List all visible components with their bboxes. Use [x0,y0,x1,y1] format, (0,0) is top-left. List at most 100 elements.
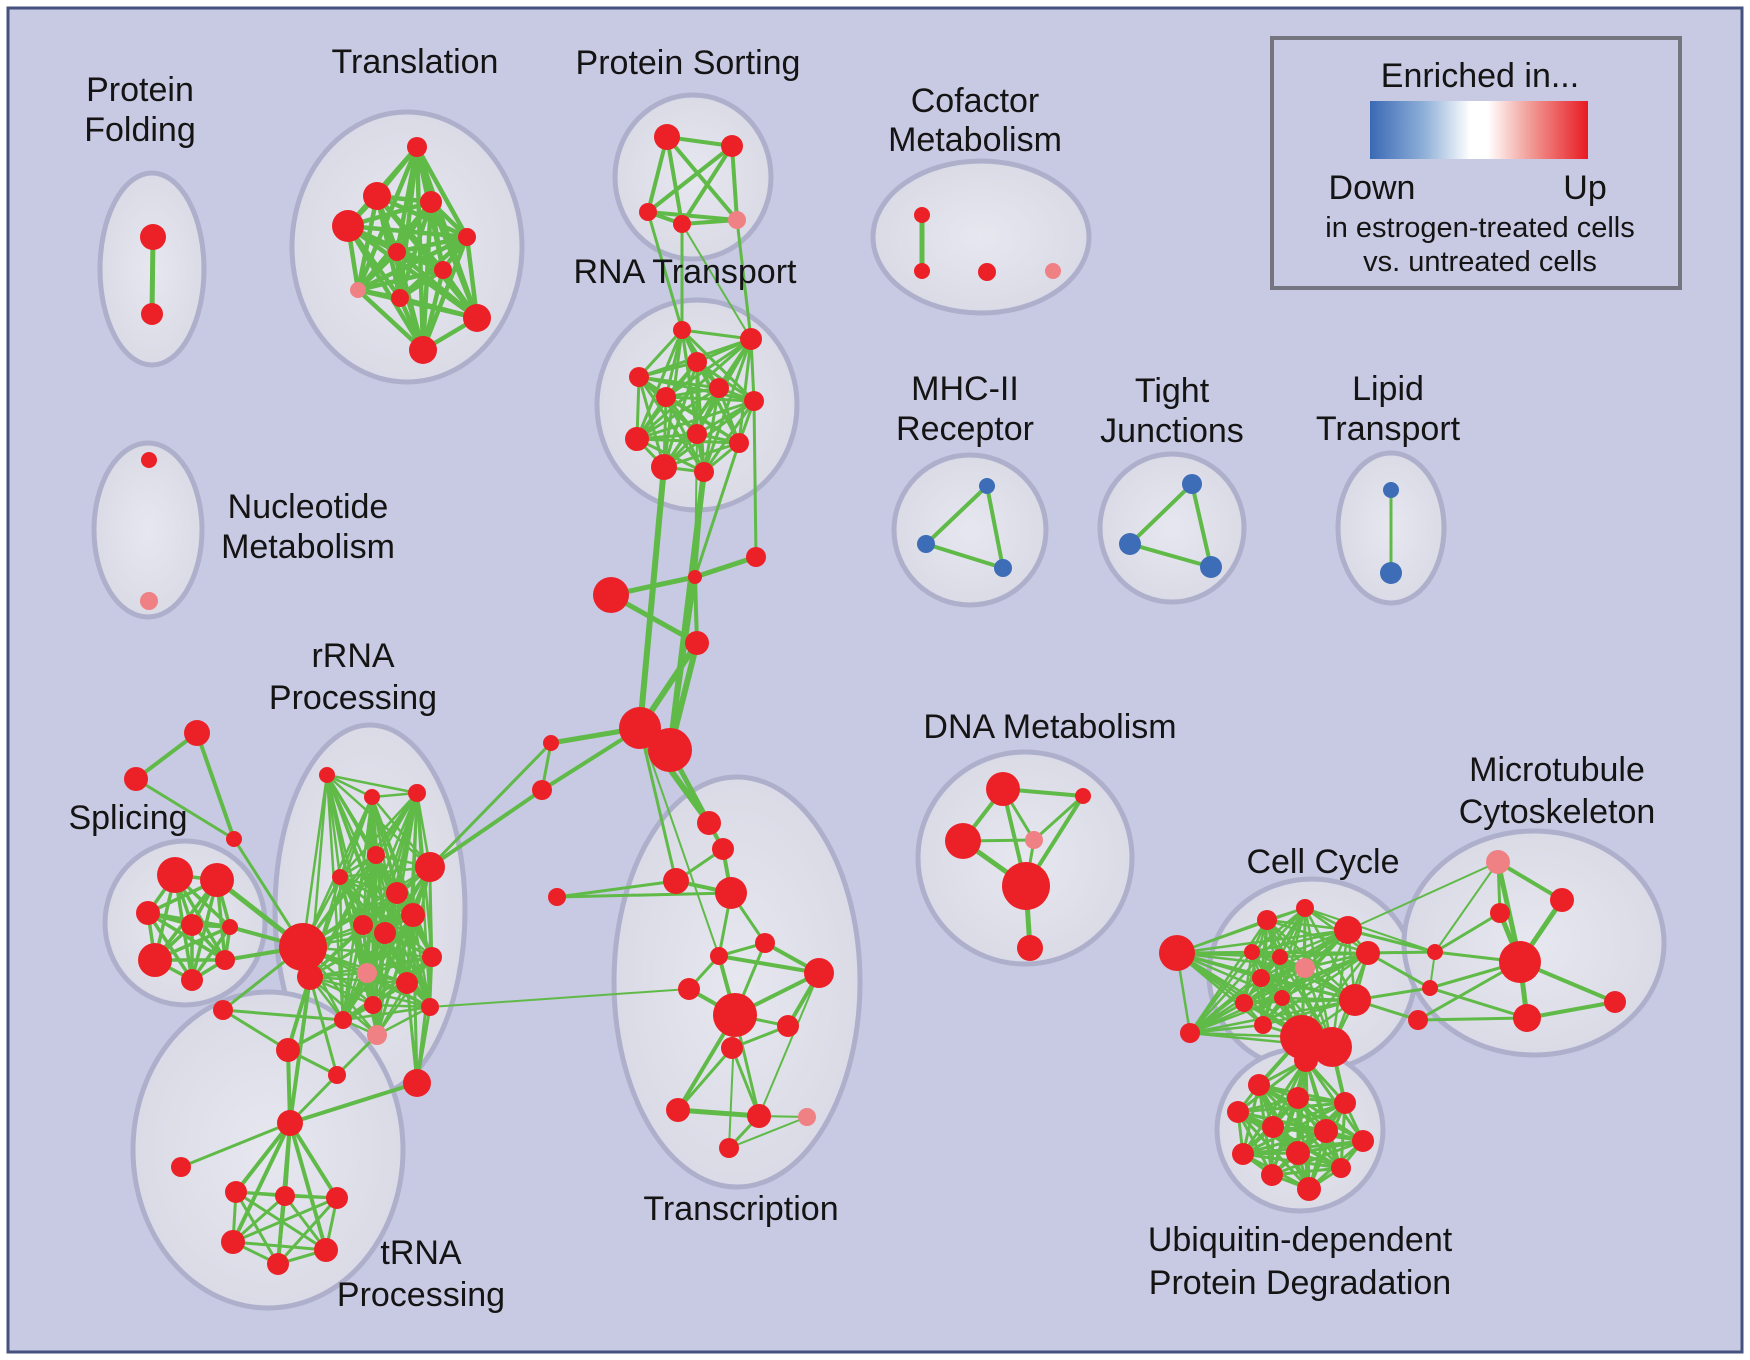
gene-set-node [619,707,661,749]
gene-set-node [458,228,476,246]
gene-set-node [350,282,366,298]
gene-set-node [719,1138,739,1158]
network-edge [1434,861,1499,953]
network-edge [342,955,433,1022]
gene-set-node [1159,935,1195,971]
network-edge [1434,911,1501,954]
network-edge [680,328,756,403]
network-edge [288,1121,339,1200]
network-edge [1129,542,1212,569]
gene-set-node [408,784,426,802]
gene-set-node [1261,1164,1283,1186]
network-edge [638,727,678,882]
network-edge [924,484,989,546]
gene-set-node [314,1238,338,1262]
network-edge [346,224,425,352]
gene-set-node [688,570,702,584]
network-edge [232,1240,327,1252]
network-edge [366,955,433,975]
network-edge [639,727,720,957]
gene-set-node [1408,1010,1428,1030]
network-edge [1526,1000,1616,1020]
gene-set-node [334,1011,352,1029]
gene-set-node [744,391,764,411]
gene-set-node [276,1038,300,1062]
network-edge [1128,482,1194,546]
gene-set-node [1314,1119,1338,1143]
network-edge [663,441,740,469]
legend-box [1270,36,1682,290]
gene-set-node [914,263,930,279]
network-edge [1242,1129,1327,1156]
network-edge [665,337,752,399]
gene-set-node [213,1000,233,1020]
network-edge [702,338,753,473]
gene-set-node [729,433,749,453]
gene-set-node [986,772,1020,806]
gene-set-node [1227,1101,1249,1123]
network-edge [646,211,684,331]
network-edge [428,201,480,319]
network-edge [1237,1058,1307,1114]
network-edge [222,1008,344,1022]
gene-set-node [978,263,996,281]
gene-set-node [279,923,327,971]
gene-set-node [222,919,238,935]
network-edge [309,975,408,985]
gene-set-node [140,592,158,610]
network-edge [366,971,431,1009]
network-edge [415,145,469,239]
network-edge [1304,1059,1311,1190]
cluster-label-lipid_transport: Transport [1316,410,1461,448]
gene-set-node [367,846,385,864]
gene-set-node [697,811,721,835]
gene-set-node [1257,910,1277,930]
network-edge [195,732,236,840]
gene-set-node [710,947,728,965]
cluster-label-trna_processing: tRNA [380,1234,462,1272]
network-edge [752,400,758,558]
network-edge [665,395,740,445]
cluster-ellipse-dna_metabolism [915,749,1135,967]
gene-set-node [181,969,203,991]
network-edge [1417,1016,1528,1022]
gene-set-node [651,454,677,480]
network-edge [680,144,734,226]
gene-set-node [297,964,323,990]
gene-set-node [1294,1048,1318,1072]
gene-set-node [1232,1143,1254,1165]
network-edge [1271,1139,1364,1177]
network-edge [730,145,739,221]
network-edges [134,135,1616,1266]
gene-set-node [548,888,566,906]
gene-set-node [1286,1141,1310,1165]
gene-set-node [319,767,335,783]
network-edge [429,988,690,1008]
gene-set-node [994,559,1012,577]
gene-set-node [184,720,210,746]
cluster-label-transcription: Transcription [643,1190,838,1228]
gene-set-node [1235,994,1253,1012]
gene-set-node [713,993,757,1037]
network-edge [428,788,544,869]
gene-set-node [463,304,491,332]
gene-set-node [1499,941,1541,983]
network-edge [556,879,677,899]
network-edge [338,876,345,1021]
network-edge [190,879,219,981]
gene-set-node [1002,862,1050,910]
network-edge [681,223,752,340]
gene-set-node [200,863,234,897]
cluster-label-rna_transport: RNA Transport [574,253,798,291]
gene-set-node [1200,556,1222,578]
gene-set-node [798,1108,816,1126]
network-edge [718,954,820,975]
legend-down-label: Down [1329,169,1416,207]
gene-set-node [364,996,382,1014]
gene-set-node [226,831,242,847]
network-edge [355,195,380,291]
cluster-label-microtubule: Cytoskeleton [1459,793,1656,831]
cluster-label-mhc_receptor: MHC-II [911,370,1019,408]
